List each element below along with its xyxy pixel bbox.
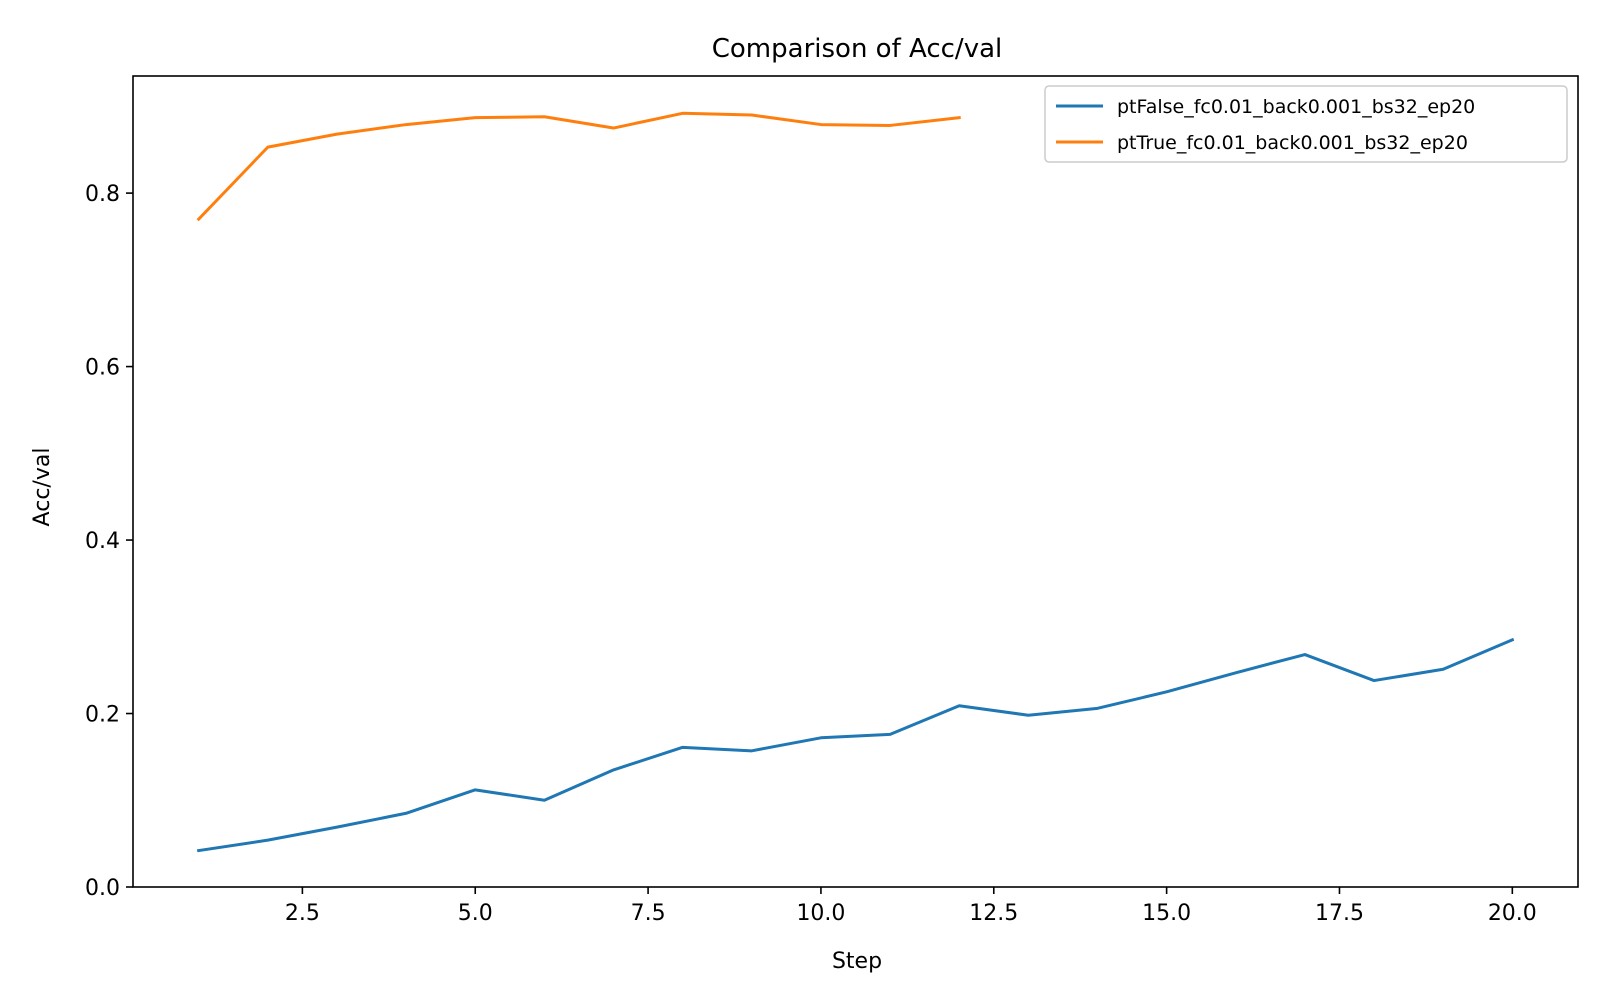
x-tick-label: 15.0 — [1142, 901, 1191, 926]
y-tick-label: 0.0 — [85, 876, 120, 901]
x-tick-label: 12.5 — [969, 901, 1018, 926]
chart-title: Comparison of Acc/val — [712, 34, 1002, 64]
plot-area: 2.5 5.0 7.5 10.0 12.5 15.0 17.5 20.0 0.0 0.2 0.4 0.… — [85, 75, 1579, 926]
x-axis-label: Step — [832, 949, 882, 974]
y-tick-label: 0.8 — [85, 182, 120, 207]
axes-frame — [132, 75, 1579, 888]
legend-box — [1044, 85, 1568, 163]
series-line-1 — [196, 637, 1515, 853]
x-tick-label: 5.0 — [458, 901, 493, 926]
x-tick-label: 20.0 — [1488, 901, 1537, 926]
y-tick-label: 0.6 — [85, 356, 120, 381]
legend-entry-label: ptTrue_fc0.01_back0.001_bs32_ep20 — [1117, 132, 1468, 154]
legend: ptFalse_fc0.01_back0.001_bs32_ep20 ptTrue… — [1044, 85, 1568, 163]
legend-entry-label: ptFalse_fc0.01_back0.001_bs32_ep20 — [1117, 96, 1475, 118]
y-tick-label: 0.4 — [85, 529, 120, 554]
y-axis-label: Acc/val — [30, 448, 55, 527]
y-tick-label: 0.2 — [85, 703, 120, 728]
x-tick-label: 7.5 — [631, 901, 666, 926]
series-line-2 — [196, 111, 961, 222]
x-tick-label: 2.5 — [285, 901, 320, 926]
x-tick-label: 10.0 — [796, 901, 845, 926]
x-tick-label: 17.5 — [1315, 901, 1364, 926]
